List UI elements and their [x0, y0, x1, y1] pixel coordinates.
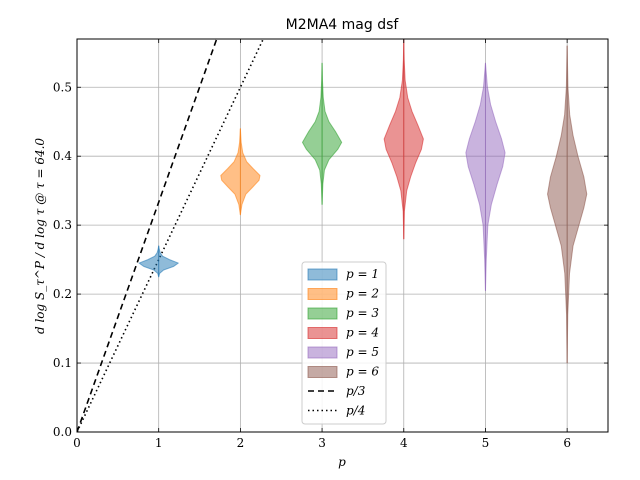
y-tick-label: 0.5	[53, 80, 72, 94]
legend-swatch-p4	[307, 327, 338, 339]
legend-label-p3: p = 3	[346, 306, 379, 320]
x-tick-label: 1	[155, 436, 163, 450]
legend-label-p6: p = 6	[346, 365, 379, 379]
y-tick-label: 0.2	[53, 287, 72, 301]
plot-frame	[76, 38, 609, 433]
legend-swatch-p6	[307, 366, 338, 378]
legend-swatch-p1	[307, 268, 338, 281]
legend-label-p2: p = 2	[346, 287, 379, 301]
reference-line-dashed	[77, 39, 218, 432]
legend-swatch-p5	[307, 346, 338, 359]
legend-label-dotted: p/4	[346, 404, 365, 418]
legend-label-p4: p = 4	[346, 326, 379, 340]
x-tick-label: 6	[563, 436, 571, 450]
x-tick-label: 2	[237, 436, 245, 450]
x-axis-label: p	[338, 455, 346, 469]
violins	[138, 39, 588, 364]
legend-label-p5: p = 5	[346, 345, 379, 359]
legend-box	[301, 261, 387, 425]
reference-lines	[77, 39, 265, 432]
legend-label-p1: p = 1	[346, 267, 379, 281]
y-tick-label: 0.1	[53, 356, 72, 370]
legend-label-dashed: p/3	[346, 384, 366, 398]
x-tick-label: 5	[482, 436, 490, 450]
y-tick-label: 0.3	[53, 218, 72, 232]
legend-swatch-p3	[307, 307, 338, 320]
y-axis-label: d log S_τ^P / d log τ @ τ = 64.0	[33, 138, 47, 334]
x-tick-label: 4	[400, 436, 408, 450]
y-tick-label: 0.4	[53, 149, 72, 163]
legend-swatch-p2	[307, 288, 338, 300]
axis-ticks: 0 1 2 3 4 5 6 0.0 0.1 0.2 0.3 0.4 0.5	[53, 39, 608, 450]
chart-title: M2MA4 mag dsf	[286, 17, 400, 33]
x-tick-label: 3	[318, 436, 326, 450]
y-tick-label: 0.0	[53, 425, 72, 439]
x-tick-label: 0	[73, 436, 81, 450]
legend: p = 1 p = 2 p = 3 p = 4 p = 5 p = 6 p/3 p/4	[301, 261, 387, 425]
